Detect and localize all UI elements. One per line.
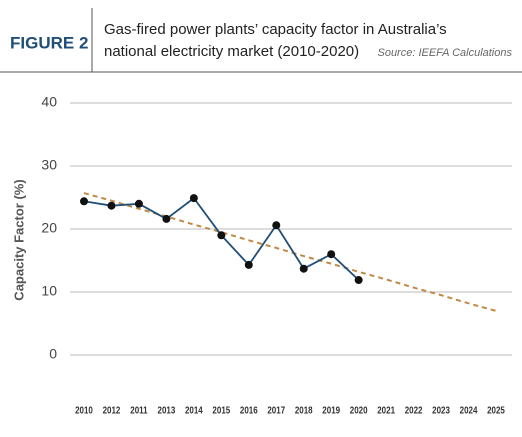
x-tick-label: 2018: [295, 405, 313, 416]
x-tick-label: 2016: [240, 405, 258, 416]
x-tick-label: 2012: [103, 405, 121, 416]
x-tick-label: 2015: [212, 405, 230, 416]
x-tick-label: 2013: [158, 405, 176, 416]
marker: [217, 231, 226, 240]
x-tick-label: 2017: [267, 405, 285, 416]
marker: [162, 214, 171, 223]
x-tick-label: 2025: [487, 405, 505, 416]
x-tick-label: 2023: [432, 405, 450, 416]
figure-label: FIGURE 2: [10, 33, 88, 52]
marker: [299, 264, 308, 273]
y-tick-label: 0: [49, 346, 57, 362]
x-tick-label: 2011: [130, 405, 147, 416]
x-tick-label: 2020: [350, 405, 368, 416]
marker: [272, 221, 281, 230]
x-tick-label: 2014: [185, 405, 203, 416]
title-line: Gas-fired power plants’ capacity factor …: [104, 21, 447, 38]
marker: [189, 194, 198, 203]
series-line: [83, 192, 497, 312]
y-tick-label: 40: [41, 94, 57, 110]
y-tick-label: 30: [41, 157, 57, 173]
marker: [354, 276, 363, 285]
x-tick-label: 2021: [377, 405, 395, 416]
x-tick-label: 2024: [460, 405, 478, 416]
x-tick-label: 2022: [405, 405, 423, 416]
marker: [327, 250, 336, 259]
title-line: national electricity market (2010-2020): [104, 43, 359, 60]
x-tick-label: 2019: [322, 405, 340, 416]
marker: [134, 199, 143, 208]
source: Source: IEEFA Calculations: [377, 47, 512, 59]
marker: [80, 197, 88, 206]
marker: [244, 260, 253, 269]
y-tick-label: 10: [41, 283, 57, 299]
y-tick-label: 20: [41, 220, 57, 236]
x-tick-label: 2010: [75, 405, 93, 416]
marker: [107, 201, 116, 210]
y-axis-label: Capacity Factor (%): [11, 179, 26, 300]
